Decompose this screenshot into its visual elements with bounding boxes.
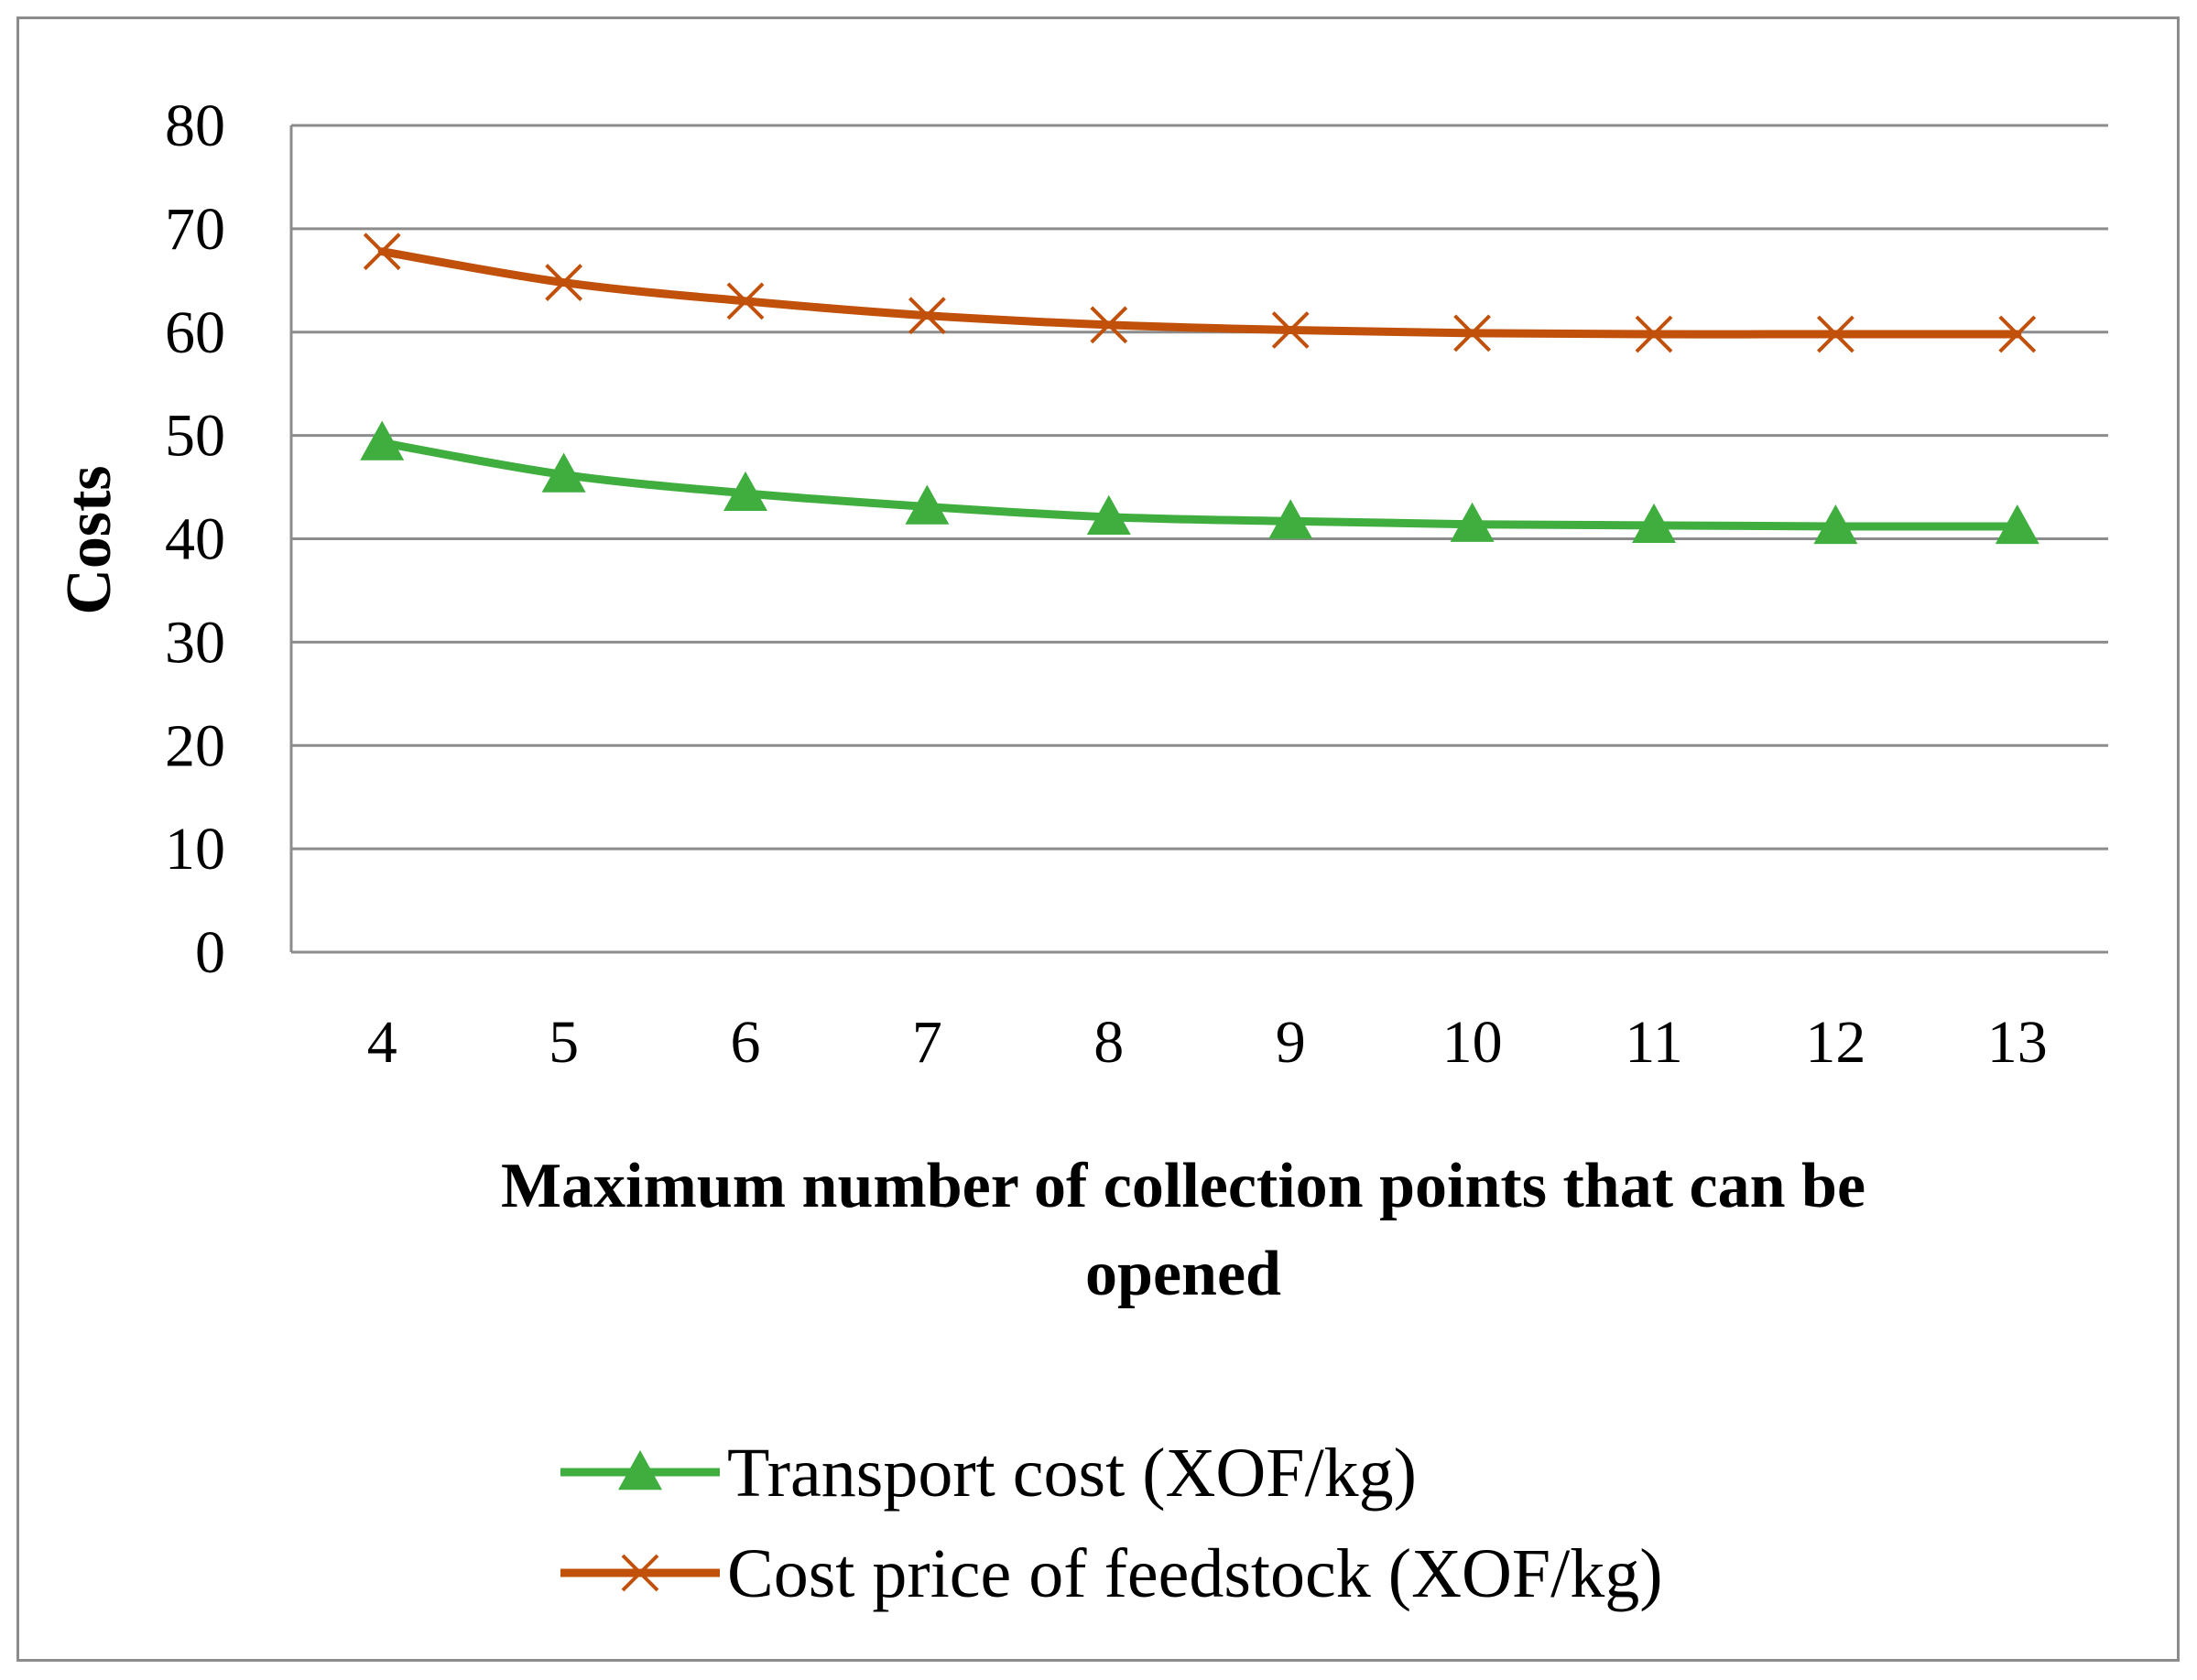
y-tick-label: 80	[165, 92, 225, 159]
series-line	[377, 439, 2022, 531]
legend: Transport cost (XOF/kg) Cost price of fee…	[560, 1435, 1663, 1612]
series-1	[363, 233, 2037, 353]
data-point	[908, 297, 946, 335]
x-tick-label: 7	[912, 1009, 942, 1076]
x-tick-label: 5	[549, 1009, 579, 1076]
y-tick-label: 40	[165, 506, 225, 573]
y-tick-label: 30	[165, 609, 225, 676]
legend-label: Cost price of feedstock (XOF/kg)	[727, 1535, 1663, 1612]
data-point	[1635, 315, 1673, 353]
data-point	[1271, 311, 1310, 349]
data-point	[360, 420, 405, 461]
data-point	[545, 264, 583, 301]
x-tick-label: 8	[1093, 1009, 1124, 1076]
y-tick-label: 20	[165, 712, 225, 779]
y-axis-ticks: 0 10 20 30 40 50 60 70 80	[165, 92, 225, 986]
data-point	[1998, 315, 2037, 353]
x-tick-label: 6	[731, 1009, 761, 1076]
y-tick-label: 0	[195, 919, 225, 986]
series-group	[360, 233, 2039, 545]
y-axis-title: Costs	[54, 465, 125, 614]
data-point	[1090, 306, 1128, 344]
y-tick-label: 10	[165, 816, 225, 883]
data-point	[723, 471, 767, 512]
x-tick-label: 11	[1625, 1009, 1683, 1076]
x-axis-title-line-1: Maximum number of collection points that…	[501, 1151, 1865, 1221]
data-point	[1268, 499, 1313, 539]
legend-marker	[621, 1554, 659, 1592]
legend-item: Transport cost (XOF/kg)	[560, 1435, 1417, 1512]
data-point	[541, 452, 586, 493]
y-tick-label: 70	[165, 196, 225, 263]
data-point	[905, 484, 950, 525]
data-point	[1995, 504, 2039, 545]
x-tick-label: 10	[1442, 1009, 1503, 1076]
y-tick-label: 60	[165, 299, 225, 366]
series-line	[377, 247, 2022, 339]
data-point	[1632, 503, 1676, 544]
data-point	[1453, 314, 1492, 352]
chart-frame	[16, 16, 2180, 1662]
x-tick-label: 4	[367, 1009, 397, 1076]
data-point	[363, 233, 401, 271]
legend-item: Cost price of feedstock (XOF/kg)	[560, 1535, 1663, 1612]
x-axis-title-line-2: opened	[1085, 1239, 1281, 1309]
data-point	[1813, 504, 1858, 545]
series-0	[360, 420, 2039, 545]
data-point	[1086, 494, 1131, 535]
data-point	[1450, 502, 1495, 542]
x-axis-ticks: 4 5 6 7 8 9 10 11 12 13	[367, 1009, 2048, 1076]
legend-marker	[618, 1450, 662, 1490]
x-tick-label: 12	[1805, 1009, 1865, 1076]
x-tick-label: 13	[1987, 1009, 2048, 1076]
y-tick-label: 50	[165, 403, 225, 470]
data-point	[726, 282, 765, 320]
data-point	[1816, 315, 1854, 353]
legend-label: Transport cost (XOF/kg)	[727, 1435, 1417, 1512]
x-tick-label: 9	[1276, 1009, 1306, 1076]
